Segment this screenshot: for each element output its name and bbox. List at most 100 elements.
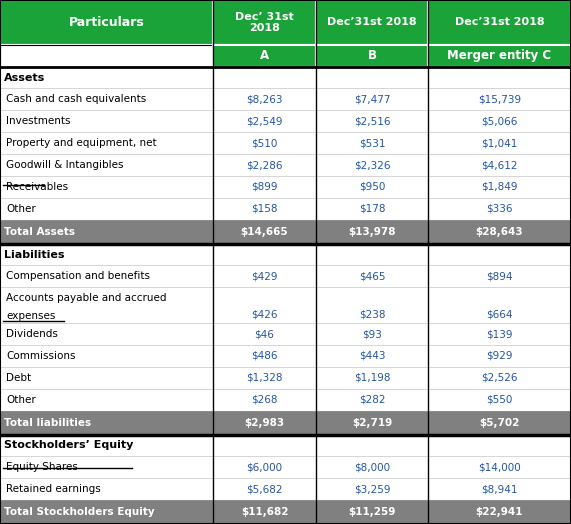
Bar bbox=[213, 323, 316, 345]
Bar bbox=[428, 478, 571, 500]
Text: $550: $550 bbox=[486, 395, 513, 405]
Bar bbox=[0, 411, 213, 434]
Text: $8,000: $8,000 bbox=[354, 462, 390, 472]
Text: $2,549: $2,549 bbox=[246, 116, 283, 126]
Text: $336: $336 bbox=[486, 204, 513, 214]
Bar bbox=[316, 389, 428, 411]
Text: $1,849: $1,849 bbox=[481, 182, 518, 192]
Bar bbox=[316, 154, 428, 176]
Text: $3,259: $3,259 bbox=[354, 484, 390, 494]
Text: Other: Other bbox=[6, 204, 36, 214]
Bar bbox=[213, 456, 316, 478]
Bar bbox=[0, 198, 213, 220]
Text: $268: $268 bbox=[251, 395, 278, 405]
Bar bbox=[0, 244, 213, 266]
Bar bbox=[213, 45, 316, 67]
Bar bbox=[213, 198, 316, 220]
Text: $2,719: $2,719 bbox=[352, 418, 392, 428]
Bar bbox=[213, 176, 316, 198]
Bar bbox=[316, 111, 428, 132]
Text: $950: $950 bbox=[359, 182, 385, 192]
Bar bbox=[428, 220, 571, 244]
Text: Equity Shares: Equity Shares bbox=[6, 462, 78, 472]
Bar bbox=[428, 89, 571, 111]
Bar bbox=[428, 132, 571, 154]
Text: $465: $465 bbox=[359, 271, 385, 281]
Text: $894: $894 bbox=[486, 271, 513, 281]
Bar bbox=[428, 45, 571, 67]
Text: A: A bbox=[260, 49, 269, 62]
Bar bbox=[316, 287, 428, 323]
Text: Particulars: Particulars bbox=[69, 16, 144, 29]
Text: $2,526: $2,526 bbox=[481, 373, 518, 383]
Bar bbox=[213, 244, 316, 266]
Text: $510: $510 bbox=[251, 138, 278, 148]
Bar bbox=[428, 323, 571, 345]
Bar bbox=[428, 456, 571, 478]
Text: Total Assets: Total Assets bbox=[4, 227, 75, 237]
Bar bbox=[428, 198, 571, 220]
Text: $5,702: $5,702 bbox=[479, 418, 520, 428]
Bar bbox=[213, 266, 316, 287]
Bar bbox=[316, 367, 428, 389]
Text: $1,328: $1,328 bbox=[246, 373, 283, 383]
Bar bbox=[316, 345, 428, 367]
Text: $158: $158 bbox=[251, 204, 278, 214]
Text: Property and equipment, net: Property and equipment, net bbox=[6, 138, 156, 148]
Text: Cash and cash equivalents: Cash and cash equivalents bbox=[6, 94, 146, 104]
Bar bbox=[0, 323, 213, 345]
Text: $426: $426 bbox=[251, 309, 278, 319]
Bar bbox=[0, 389, 213, 411]
Text: $5,066: $5,066 bbox=[481, 116, 518, 126]
Bar bbox=[316, 411, 428, 434]
Text: $14,665: $14,665 bbox=[241, 227, 288, 237]
Bar bbox=[316, 176, 428, 198]
Text: Receivables: Receivables bbox=[6, 182, 68, 192]
Bar bbox=[428, 154, 571, 176]
Text: $429: $429 bbox=[251, 271, 278, 281]
Bar bbox=[213, 0, 316, 45]
Bar bbox=[213, 367, 316, 389]
Bar bbox=[213, 111, 316, 132]
Bar bbox=[213, 132, 316, 154]
Text: $899: $899 bbox=[251, 182, 278, 192]
Bar bbox=[0, 478, 213, 500]
Text: $238: $238 bbox=[359, 309, 385, 319]
Text: Commissions: Commissions bbox=[6, 351, 75, 361]
Bar bbox=[0, 89, 213, 111]
Text: $8,263: $8,263 bbox=[246, 94, 283, 104]
Bar bbox=[428, 0, 571, 45]
Bar bbox=[213, 287, 316, 323]
Text: Total liabilities: Total liabilities bbox=[4, 418, 91, 428]
Bar bbox=[0, 287, 213, 323]
Text: $15,739: $15,739 bbox=[478, 94, 521, 104]
Bar bbox=[213, 411, 316, 434]
Bar bbox=[316, 198, 428, 220]
Text: Investments: Investments bbox=[6, 116, 70, 126]
Bar bbox=[428, 411, 571, 434]
Bar bbox=[316, 500, 428, 524]
Text: $2,286: $2,286 bbox=[246, 160, 283, 170]
Bar bbox=[428, 111, 571, 132]
Text: $443: $443 bbox=[359, 351, 385, 361]
Text: Retained earnings: Retained earnings bbox=[6, 484, 100, 494]
Text: Other: Other bbox=[6, 395, 36, 405]
Text: $139: $139 bbox=[486, 329, 513, 339]
Bar bbox=[0, 434, 213, 456]
Bar bbox=[213, 154, 316, 176]
Text: Merger entity C: Merger entity C bbox=[448, 49, 552, 62]
Text: $14,000: $14,000 bbox=[478, 462, 521, 472]
Bar bbox=[0, 456, 213, 478]
Bar bbox=[428, 244, 571, 266]
Bar bbox=[316, 456, 428, 478]
Text: Total Stockholders Equity: Total Stockholders Equity bbox=[4, 507, 155, 517]
Bar bbox=[0, 111, 213, 132]
Text: $664: $664 bbox=[486, 309, 513, 319]
Bar bbox=[0, 220, 213, 244]
Text: $22,941: $22,941 bbox=[476, 507, 523, 517]
Bar bbox=[0, 0, 213, 45]
Text: $93: $93 bbox=[362, 329, 382, 339]
Text: $8,941: $8,941 bbox=[481, 484, 518, 494]
Bar bbox=[0, 67, 213, 89]
Bar bbox=[316, 323, 428, 345]
